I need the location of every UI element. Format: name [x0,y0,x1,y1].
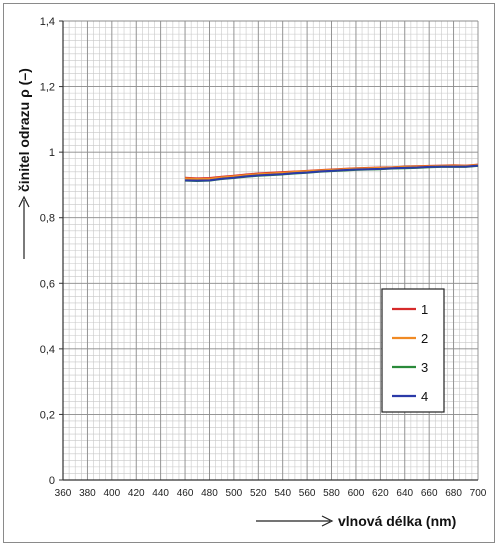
x-axis-title-group: vlnová délka (nm) [256,513,456,529]
x-tick-label: 520 [250,488,267,499]
axes [62,21,478,481]
legend-label-3: 3 [421,360,428,375]
x-tick-label: 640 [396,488,413,499]
x-tick-label: 620 [372,488,389,499]
x-tick-label: 360 [55,488,72,499]
y-tick-label: 1 [49,147,55,159]
x-tick-label: 400 [103,488,120,499]
x-tick-label: 380 [79,488,96,499]
x-tick-label: 580 [323,488,340,499]
x-tick-label: 600 [348,488,365,499]
y-axis-arrow-head [18,195,30,208]
y-tick-label: 1,4 [40,16,55,28]
legend-items: 1 2 3 4 [392,302,428,404]
x-tick-label: 500 [226,488,243,499]
series-lines [185,163,479,182]
reflectance-chart: 0 0,2 0,4 0,6 0,8 1 1,2 1,4 360 380 400 420 440 460 4… [16,16,487,529]
legend-box [381,288,445,413]
y-tick-label: 0,2 [40,409,55,421]
x-tick-label: 540 [274,488,291,499]
x-tick-label: 480 [201,488,218,499]
y-tick-label: 0,6 [40,278,55,290]
y-tick-label: 0 [49,475,55,487]
x-tick-label: 680 [445,488,462,499]
y-axis-title: činitel odrazu ρ (–) [16,68,32,192]
x-tick-label: 460 [177,488,194,499]
x-tick-labels: 360 380 400 420 440 460 480 500 520 540 560 580 600 6… [55,488,487,499]
legend-label-1: 1 [421,302,428,317]
x-tick-label: 420 [128,488,145,499]
x-tick-label: 660 [421,488,438,499]
x-tick-label: 700 [470,488,487,499]
legend-label-4: 4 [421,389,428,404]
x-tick-label: 440 [152,488,169,499]
x-axis-title: vlnová délka (nm) [338,513,456,529]
x-tick-label: 560 [299,488,316,499]
y-tick-label: 0,4 [40,344,55,356]
y-tick-labels: 0 0,2 0,4 0,6 0,8 1 1,2 1,4 [40,16,63,487]
legend-label-2: 2 [421,331,428,346]
y-tick-label: 1,2 [40,82,55,94]
x-axis-arrow-head [321,515,334,527]
series-line-4 [185,164,479,182]
chart-frame: 0 0,2 0,4 0,6 0,8 1 1,2 1,4 360 380 400 420 440 460 4… [3,3,495,543]
y-axis-title-group: činitel odrazu ρ (–) [16,68,32,259]
legend: 1 2 3 4 [381,288,445,413]
y-tick-label: 0,8 [40,213,55,225]
